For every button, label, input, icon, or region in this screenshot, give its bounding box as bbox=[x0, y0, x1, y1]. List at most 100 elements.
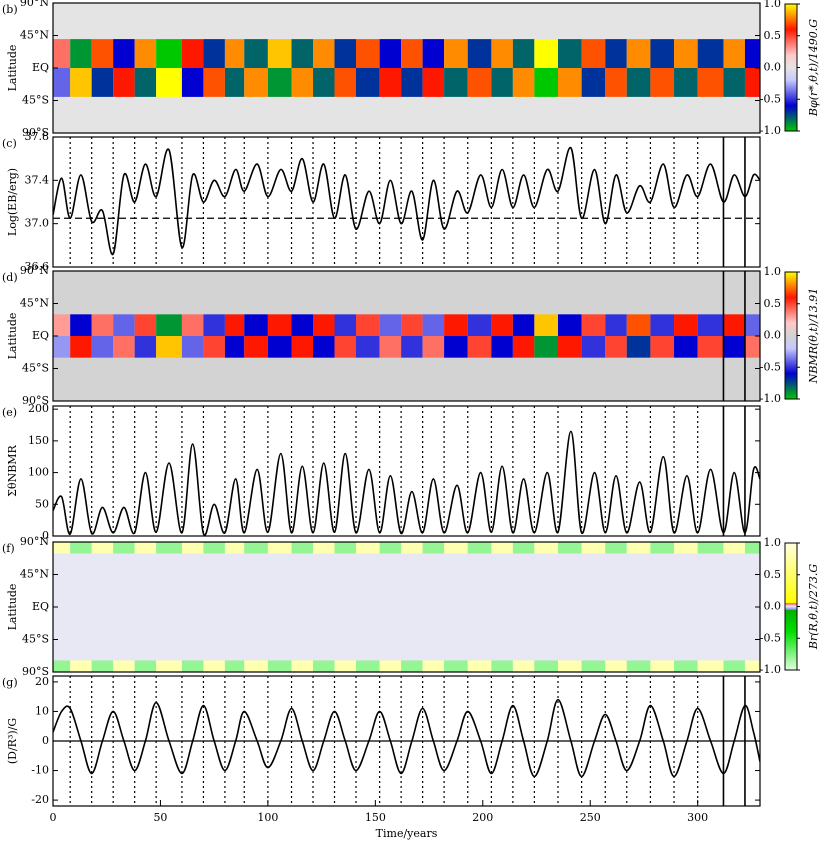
heatmap-cell bbox=[605, 553, 627, 661]
panel-letter: (d) bbox=[2, 271, 18, 284]
heatmap-cell bbox=[70, 39, 92, 68]
heatmap-cell bbox=[134, 660, 157, 672]
heatmap-cell bbox=[491, 336, 513, 358]
y-tick-label: 45°S bbox=[22, 94, 49, 107]
heatmap-cell bbox=[558, 314, 582, 336]
y-tick-label: EQ bbox=[32, 600, 49, 613]
heatmap-cell bbox=[70, 68, 92, 97]
heatmap-cell bbox=[674, 660, 698, 672]
heatmap-cell bbox=[626, 314, 651, 336]
y-tick-label: 90°N bbox=[20, 264, 49, 277]
heatmap-cell bbox=[224, 542, 245, 554]
heatmap-cell bbox=[291, 336, 314, 358]
heatmap-cell bbox=[401, 660, 423, 672]
heatmap-cell bbox=[91, 553, 114, 661]
heatmap-cell bbox=[650, 68, 675, 97]
heatmap-cell bbox=[605, 314, 627, 336]
colorbar-tick-label: -1.0 bbox=[760, 124, 781, 137]
panel-letter: (e) bbox=[2, 406, 17, 419]
heatmap-cell bbox=[512, 660, 535, 672]
heatmap-cell bbox=[744, 336, 760, 358]
heatmap-cell bbox=[379, 660, 402, 672]
heatmap-cell bbox=[512, 314, 535, 336]
colorbar-tick-label: 1.0 bbox=[764, 536, 782, 549]
colorbar-label: NBMR(θ,t)/13.91 bbox=[807, 288, 820, 385]
y-tick-label: EQ bbox=[32, 329, 49, 342]
colorbar-tick-label: -1.0 bbox=[760, 663, 781, 676]
heatmap-cell bbox=[379, 39, 402, 68]
data-line bbox=[53, 430, 760, 536]
colorbar-tick-label: 0.0 bbox=[764, 61, 782, 74]
heatmap-cell bbox=[401, 553, 423, 661]
heatmap-cell bbox=[491, 314, 513, 336]
heatmap-cell bbox=[674, 39, 698, 68]
y-axis-label: Log(EB/erg) bbox=[6, 168, 19, 236]
y-tick-label: 37.4 bbox=[25, 173, 50, 186]
heatmap-cell bbox=[534, 660, 558, 672]
heatmap-cell bbox=[91, 542, 114, 554]
colorbar-tick-label: -0.5 bbox=[760, 92, 781, 105]
heatmap-cell bbox=[356, 336, 380, 358]
heatmap-cell bbox=[444, 314, 468, 336]
heatmap-cell bbox=[181, 336, 204, 358]
heatmap-cell bbox=[422, 336, 445, 358]
heatmap-cell bbox=[674, 553, 698, 661]
heatmap-cell bbox=[512, 553, 535, 661]
heatmap-cell bbox=[626, 542, 651, 554]
heatmap-cell bbox=[534, 542, 558, 554]
heatmap-cell bbox=[334, 336, 356, 358]
heatmap-cell bbox=[203, 68, 225, 97]
panel-letter: (f) bbox=[2, 542, 15, 555]
heatmap-cell bbox=[134, 553, 157, 661]
heatmap-cell bbox=[422, 542, 445, 554]
heatmap-cell bbox=[650, 336, 675, 358]
heatmap-cell bbox=[134, 68, 157, 97]
heatmap-cell bbox=[181, 660, 204, 672]
y-tick-label: 10 bbox=[35, 704, 49, 717]
colorbar bbox=[784, 3, 798, 132]
heatmap-cell bbox=[581, 542, 606, 554]
heatmap-cell bbox=[422, 314, 445, 336]
heatmap-cell bbox=[558, 68, 582, 97]
panel-letter: (g) bbox=[2, 676, 18, 689]
heatmap-cell bbox=[224, 68, 245, 97]
heatmap-cell bbox=[467, 314, 492, 336]
heatmap-cell bbox=[224, 553, 245, 661]
y-tick-label: -10 bbox=[31, 764, 49, 777]
x-tick-label: 0 bbox=[50, 811, 57, 824]
heatmap-cell bbox=[744, 553, 760, 661]
heatmap-cell bbox=[697, 336, 724, 358]
y-axis-label: (D/R³)/G bbox=[6, 718, 19, 764]
heatmap-cell bbox=[697, 553, 724, 661]
heatmap-cell bbox=[723, 68, 745, 97]
heatmap-cell bbox=[134, 39, 157, 68]
heatmap-cell bbox=[313, 68, 335, 97]
heatmap-cell bbox=[53, 336, 71, 358]
heatmap-cell bbox=[534, 39, 558, 68]
heatmap-cell bbox=[444, 39, 468, 68]
heatmap-cell bbox=[156, 68, 182, 97]
y-axis-label: Latitude bbox=[6, 584, 19, 631]
heatmap-cell bbox=[467, 336, 492, 358]
heatmap-cell bbox=[534, 314, 558, 336]
y-axis-label: Latitude bbox=[6, 45, 19, 92]
panel-letter: (c) bbox=[2, 137, 17, 150]
heatmap-cell bbox=[401, 314, 423, 336]
heatmap-cell bbox=[113, 542, 135, 554]
heatmap-cell bbox=[91, 39, 114, 68]
heatmap-cell bbox=[244, 336, 268, 358]
heatmap-cell bbox=[650, 660, 675, 672]
heatmap-cell bbox=[53, 660, 71, 672]
heatmap-cell bbox=[744, 39, 760, 68]
colorbar-tick-label: -0.5 bbox=[760, 631, 781, 644]
heatmap-cell bbox=[70, 542, 92, 554]
heatmap-cell bbox=[356, 39, 380, 68]
heatmap-cell bbox=[674, 336, 698, 358]
heatmap-cell bbox=[203, 336, 225, 358]
colorbar bbox=[784, 271, 798, 400]
heatmap-cell bbox=[53, 39, 71, 68]
y-tick-label: 37.0 bbox=[25, 217, 50, 230]
heatmap-cell bbox=[334, 553, 356, 661]
heatmap-cell bbox=[626, 660, 651, 672]
heatmap-cell bbox=[467, 542, 492, 554]
